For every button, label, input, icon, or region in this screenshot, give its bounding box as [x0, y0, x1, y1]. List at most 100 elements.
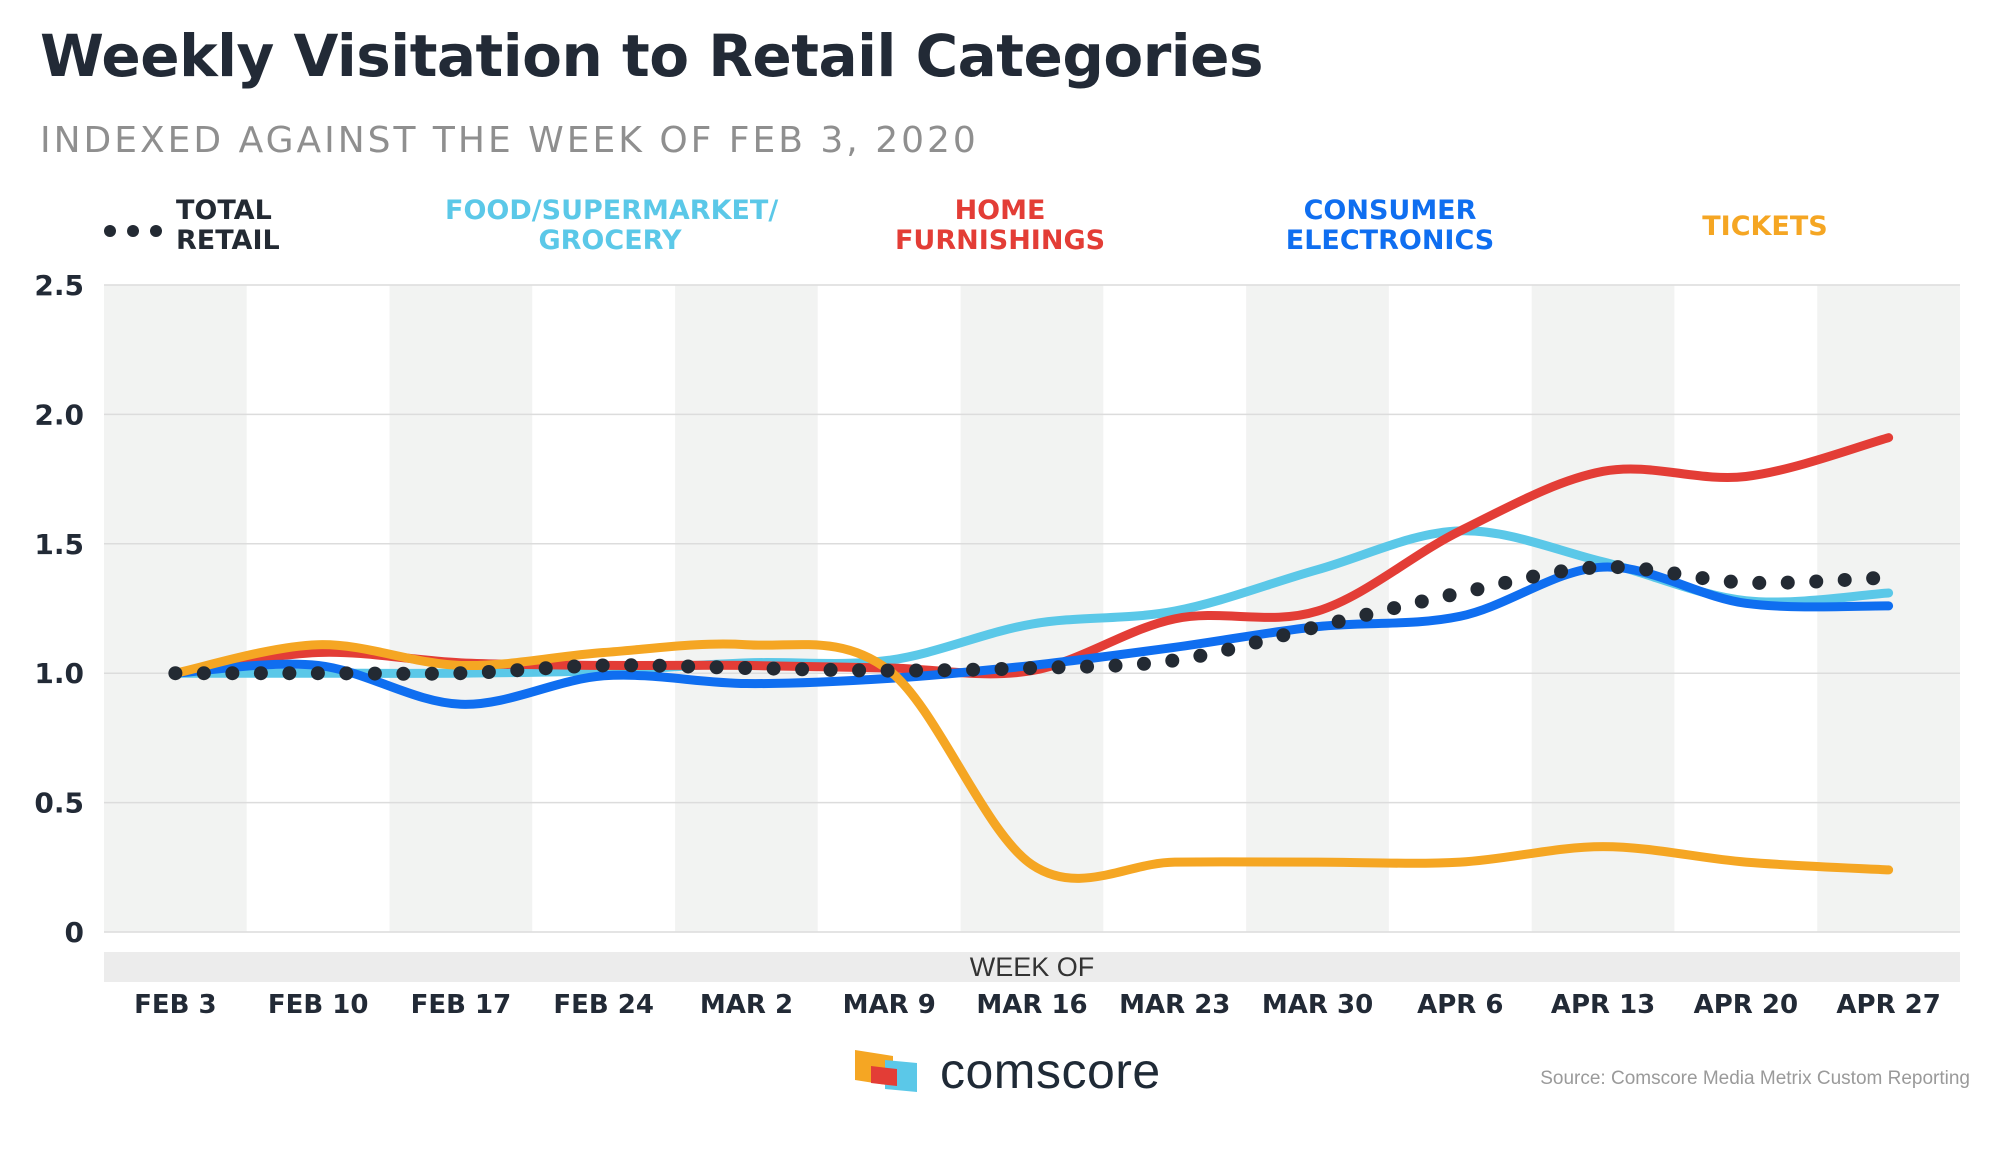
- series-dot-total-retail: [1723, 574, 1738, 589]
- legend-electronics-line1: CONSUMER: [1303, 195, 1477, 226]
- x-tick-label: FEB 10: [268, 990, 369, 1020]
- series-dot-total-retail: [880, 663, 895, 678]
- series-dot-total-retail: [168, 666, 183, 681]
- series-dot-total-retail: [766, 661, 781, 676]
- x-tick-label: MAR 9: [843, 990, 936, 1020]
- series-dot-total-retail: [481, 665, 496, 680]
- series-dot-total-retail: [1752, 575, 1767, 590]
- series-dot-total-retail: [339, 666, 354, 681]
- series-dot-total-retail: [253, 666, 268, 681]
- series-dot-total-retail: [1837, 572, 1852, 587]
- column-band: [246, 285, 390, 932]
- source-note: Source: Comscore Media Metrix Custom Rep…: [1540, 1068, 1970, 1089]
- legend-total-retail-dots: [104, 222, 173, 241]
- series-dot-total-retail: [1080, 659, 1095, 674]
- series-dot-total-retail: [1866, 571, 1881, 586]
- column-band: [389, 285, 533, 932]
- series-lines: [168, 433, 1894, 883]
- series-dot-total-retail: [937, 663, 952, 678]
- series-dot-total-retail: [1470, 582, 1485, 597]
- series-dot-total-retail: [1193, 648, 1208, 663]
- series-dot-total-retail: [1780, 575, 1795, 590]
- series-dot-total-retail: [453, 666, 468, 681]
- legend-food-line1: FOOD/SUPERMARKET/: [445, 195, 779, 226]
- y-tick-label: 2.0: [34, 398, 84, 431]
- comscore-logo-icon: [855, 1050, 917, 1092]
- x-tick-label: MAR 2: [700, 990, 793, 1020]
- x-tick-label: FEB 24: [553, 990, 654, 1020]
- series-dot-total-retail: [681, 659, 696, 674]
- series-line-tickets: [170, 639, 1894, 883]
- series-dot-total-retail: [1221, 642, 1236, 657]
- series-dot-total-retail: [1526, 569, 1541, 584]
- y-tick-label: 0: [65, 916, 84, 949]
- series-dot-total-retail: [225, 666, 240, 681]
- series-dot-total-retail: [1582, 560, 1597, 575]
- series-dot-total-retail: [909, 663, 924, 678]
- legend-tickets-line1: TICKETS: [1702, 211, 1828, 242]
- series-dot-total-retail: [1051, 660, 1066, 675]
- series-dot-total-retail: [1165, 653, 1180, 668]
- series-dot-total-retail: [852, 663, 867, 678]
- legend-home-line2: FURNISHINGS: [894, 225, 1106, 256]
- chart-subtitle: INDEXED AGAINST THE WEEK OF FEB 3, 2020: [40, 120, 979, 161]
- x-axis-label-band: [104, 952, 1960, 982]
- y-axis-ticks: 0 0.5 1.0 1.5 2.0 2.5: [34, 269, 84, 949]
- column-band: [1531, 285, 1675, 932]
- x-axis-label: WEEK OF: [970, 952, 1095, 982]
- column-bands: [104, 285, 1960, 932]
- series-dot-total-retail: [795, 662, 810, 677]
- series-dot-total-retail: [510, 663, 525, 678]
- series-dot-total-retail: [1809, 574, 1824, 589]
- series-dot-total-retail: [1108, 658, 1123, 673]
- series-dot-total-retail: [1442, 588, 1457, 603]
- series-dot-total-retail: [738, 660, 753, 675]
- series-dot-total-retail: [310, 666, 325, 681]
- series-dot-total-retail: [567, 659, 582, 674]
- series-dot-total-retail: [1276, 628, 1291, 643]
- series-dot-total-retail: [282, 666, 297, 681]
- series-dot-total-retail: [1667, 566, 1682, 581]
- x-tick-label: APR 27: [1836, 990, 1940, 1020]
- series-dot-total-retail: [396, 666, 411, 681]
- series-dot-total-retail: [1303, 621, 1318, 636]
- series-dot-total-retail: [624, 658, 639, 673]
- column-band: [104, 285, 247, 932]
- legend-total-retail: TOTAL RETAIL: [176, 196, 280, 256]
- series-dot-total-retail: [823, 662, 838, 677]
- series-dot-total-retail: [1639, 562, 1654, 577]
- y-tick-label: 2.5: [34, 269, 84, 302]
- series-dot-total-retail: [1498, 575, 1513, 590]
- legend-total-retail-line2: RETAIL: [176, 225, 280, 256]
- series-dot-total-retail: [196, 666, 211, 681]
- x-tick-label: APR 20: [1694, 990, 1798, 1020]
- brand-name: comscore: [940, 1043, 1161, 1099]
- series-dot-total-retail: [1695, 571, 1710, 586]
- series-dot-total-retail: [1610, 560, 1625, 575]
- series-dot-total-retail: [367, 666, 382, 681]
- series-dot-total-retail: [1136, 656, 1151, 671]
- legend-total-retail-line1: TOTAL: [176, 195, 272, 226]
- series-dot-total-retail: [1331, 614, 1346, 629]
- column-band: [1388, 285, 1532, 932]
- series-dot-total-retail: [1023, 661, 1038, 676]
- x-axis-ticks: FEB 3 FEB 10 FEB 17 FEB 24 MAR 2 MAR 9 MAR 16 M…: [134, 990, 1941, 1020]
- column-band: [960, 285, 1104, 932]
- series-dot-total-retail: [1387, 601, 1402, 616]
- series-dot-total-retail: [994, 662, 1009, 677]
- series-dot-total-retail: [966, 662, 981, 677]
- x-tick-label: MAR 16: [976, 990, 1087, 1020]
- x-tick-label: APR 6: [1417, 990, 1503, 1020]
- column-band: [817, 285, 961, 932]
- legend-food-grocery: FOOD/SUPERMARKET/ GROCERY: [445, 195, 779, 256]
- y-tick-label: 0.5: [34, 787, 84, 820]
- column-band: [675, 285, 818, 932]
- series-dot-total-retail: [538, 661, 553, 676]
- series-dot-total-retail: [595, 658, 610, 673]
- series-dot-total-retail: [1359, 607, 1374, 622]
- series-dot-total-retail: [1414, 594, 1429, 609]
- series-dot-total-retail: [652, 658, 667, 673]
- column-band: [532, 285, 676, 932]
- y-tick-label: 1.5: [34, 528, 84, 561]
